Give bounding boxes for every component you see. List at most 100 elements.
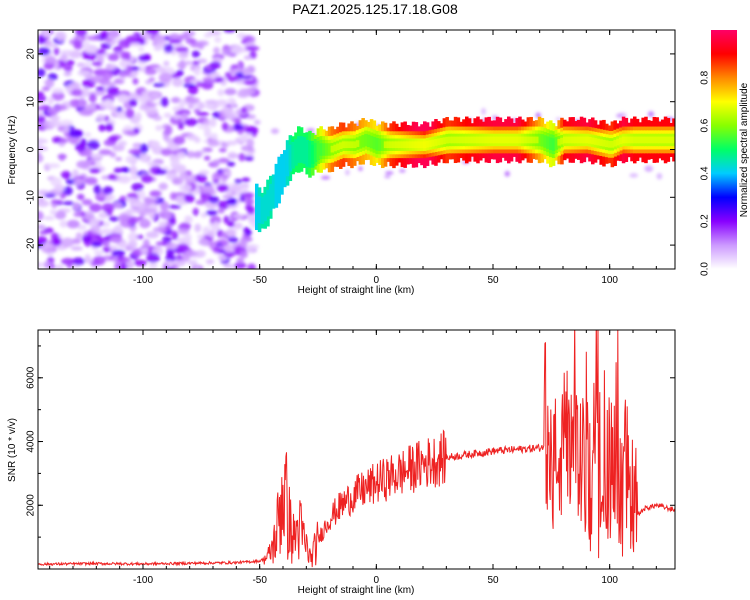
heatmap-speckle xyxy=(143,196,153,203)
heatmap-speckle xyxy=(88,93,97,103)
heatmap-speckle xyxy=(117,140,128,147)
heatmap-speckle xyxy=(152,82,165,88)
heatmap-speckle xyxy=(96,113,106,122)
heatmap-speckle xyxy=(102,186,114,195)
heatmap-speckle xyxy=(163,112,172,118)
heatmap-speckle xyxy=(107,53,120,62)
heatmap-xtick-label: -50 xyxy=(252,275,267,286)
heatmap-speckle xyxy=(56,31,67,42)
heatmap-speckle xyxy=(118,241,128,250)
snr-xlabel: Height of straight line (km) xyxy=(298,585,415,596)
heatmap-speckle xyxy=(217,89,225,97)
heatmap-ridge-cell xyxy=(285,149,290,177)
snr-frame xyxy=(37,329,676,570)
heatmap-speckle xyxy=(214,76,224,83)
heatmap-ridge-cell xyxy=(607,140,612,148)
heatmap-ridge-cell xyxy=(577,136,581,144)
colorbar-tick-label: 0.6 xyxy=(700,118,711,132)
colorbar-tick-label: 0.4 xyxy=(700,166,711,180)
heatmap-speckle xyxy=(166,260,174,268)
heatmap-speckle xyxy=(184,233,192,242)
heatmap-speckle xyxy=(184,215,193,224)
heatmap-ridge-cell xyxy=(487,136,491,144)
heatmap-xtick-label: 0 xyxy=(374,275,380,286)
colorbar xyxy=(711,30,737,269)
heatmap-speckle xyxy=(213,46,220,55)
heatmap-ylabel: Frequency (Hz) xyxy=(7,116,18,185)
heatmap-speckle xyxy=(127,239,138,250)
heatmap-speckle xyxy=(535,112,541,119)
heatmap-speckle xyxy=(126,64,133,75)
heatmap-ridge-cell xyxy=(574,136,578,144)
heatmap-ridge-cell xyxy=(369,135,374,149)
heatmap-speckle xyxy=(103,240,111,247)
heatmap-speckle xyxy=(656,173,663,180)
heatmap-speckle xyxy=(81,234,93,243)
heatmap-ridge-cell xyxy=(621,136,626,144)
heatmap-speckle xyxy=(124,129,136,136)
heatmap-ridge-cell xyxy=(431,139,435,147)
heatmap-ridge-cell xyxy=(361,135,365,148)
heatmap-speckle xyxy=(192,60,200,65)
heatmap-speckle xyxy=(245,198,255,206)
heatmap-ridge-cell xyxy=(330,145,335,153)
heatmap-speckle xyxy=(197,42,205,50)
heatmap-speckle xyxy=(176,243,189,252)
heatmap-speckle xyxy=(246,138,255,148)
heatmap-ridge-cell xyxy=(644,136,648,144)
heatmap-ridge-cell xyxy=(451,136,455,144)
heatmap-speckle xyxy=(177,121,185,130)
heatmap-speckle xyxy=(150,140,161,148)
heatmap-speckle xyxy=(385,171,394,175)
heatmap-ridge-cell xyxy=(355,140,360,147)
heatmap-ridge-cell xyxy=(616,138,620,146)
heatmap-speckle xyxy=(59,138,69,144)
heatmap-speckle xyxy=(125,155,139,164)
heatmap-speckle xyxy=(155,66,166,74)
heatmap-speckle xyxy=(46,163,61,169)
heatmap-ridge-cell xyxy=(523,136,528,144)
heatmap-speckle xyxy=(138,66,146,73)
heatmap-speckle xyxy=(245,125,259,135)
heatmap-ridge-cell xyxy=(311,144,315,164)
heatmap-speckle xyxy=(89,161,96,166)
heatmap-speckle xyxy=(230,64,240,70)
heatmap-ytick-label: -20 xyxy=(26,237,37,252)
heatmap-ytick-label: 10 xyxy=(26,96,37,108)
heatmap-speckle xyxy=(227,220,235,228)
heatmap-ridge-cell xyxy=(490,136,494,144)
heatmap-ridge-cell xyxy=(339,142,343,150)
heatmap-speckle xyxy=(227,153,242,158)
heatmap-speckle xyxy=(130,175,140,180)
heatmap-ridge-cell xyxy=(372,136,377,150)
heatmap-speckle xyxy=(208,196,220,204)
heatmap-ridge-cell xyxy=(386,141,391,149)
heatmap-ridge-cell xyxy=(255,183,259,231)
heatmap-ridge-cell xyxy=(532,136,536,144)
heatmap-speckle xyxy=(187,104,194,110)
heatmap-ridge-cell xyxy=(579,136,584,144)
heatmap-speckle xyxy=(139,104,150,111)
heatmap-ridge-cell xyxy=(257,196,262,224)
heatmap-speckle xyxy=(148,77,156,82)
heatmap-speckle xyxy=(203,32,213,39)
heatmap-speckle xyxy=(481,107,486,115)
heatmap-speckle xyxy=(239,239,248,248)
heatmap-speckle xyxy=(119,59,130,68)
heatmap-speckle xyxy=(81,87,90,97)
heatmap-ridge-cell xyxy=(358,136,363,149)
heatmap-ridge-cell xyxy=(515,136,519,144)
heatmap-speckle xyxy=(106,64,116,71)
heatmap-speckle xyxy=(187,260,198,266)
heatmap-speckle xyxy=(215,100,228,107)
heatmap-speckle xyxy=(170,97,182,103)
heatmap-ridge-cell xyxy=(563,136,567,144)
heatmap-speckle xyxy=(49,209,58,215)
heatmap-speckle xyxy=(145,30,160,35)
heatmap-speckle xyxy=(121,167,131,173)
heatmap-ridge-cell xyxy=(263,194,267,222)
heatmap-speckle xyxy=(218,157,230,164)
heatmap-speckle xyxy=(60,170,72,179)
heatmap-speckle xyxy=(118,71,128,78)
heatmap-speckle xyxy=(38,210,44,221)
